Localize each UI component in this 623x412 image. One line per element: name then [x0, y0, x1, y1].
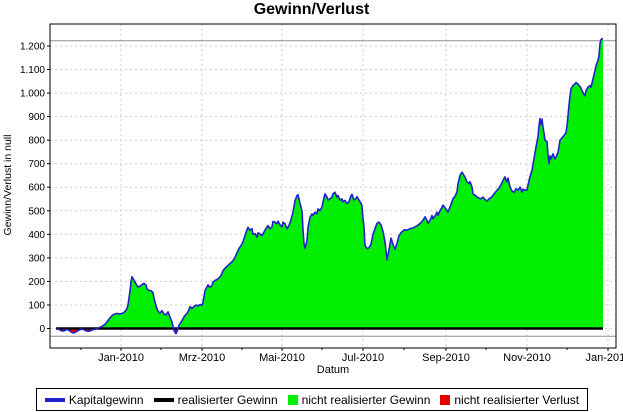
- unrealized-gain-area: [57, 38, 603, 329]
- x-tick-label: Mrz-2010: [179, 352, 225, 364]
- x-tick-label: Jan-2010: [98, 352, 144, 364]
- chart-title: Gewinn/Verlust: [253, 1, 370, 18]
- y-tick-label: 200: [28, 277, 45, 288]
- legend: Kapitalgewinn realisierter Gewinn nicht …: [36, 388, 588, 411]
- x-tick-label: Mai-2010: [259, 352, 305, 364]
- x-tick-label: Nov-2010: [503, 352, 551, 364]
- realized-gain-line-swatch: [153, 397, 174, 402]
- y-axis-title: Gewinn/Verlust in null: [2, 134, 14, 236]
- capital-gain-line-swatch: [44, 397, 65, 402]
- unrealized-loss-square-swatch: [440, 394, 451, 405]
- y-tick-label: 1.200: [20, 42, 45, 53]
- x-tick-label: Jul-2010: [342, 352, 384, 364]
- y-tick-label: 1.000: [20, 89, 45, 100]
- legend-label: nicht realisierter Gewinn: [301, 392, 431, 407]
- y-tick-label: 100: [28, 301, 45, 312]
- unrealized-gain-square-swatch: [287, 394, 298, 405]
- y-axis-ticks: 0 100 200 300 400 500 600 700 800 900 1.000 1.100 1.…: [20, 42, 50, 335]
- legend-label: Kapitalgewinn: [68, 392, 144, 407]
- minmax-marker-lines: [50, 40, 616, 337]
- capital-gain-line: [56, 37, 604, 335]
- x-axis-title: Datum: [316, 364, 350, 376]
- y-tick-label: 900: [28, 112, 45, 123]
- legend-item-kapitalgewinn: Kapitalgewinn: [44, 392, 144, 407]
- x-axis-ticks: Jan-2010 Mrz-2010 Mai-2010 Jul-2010 Sep-2010…: [80, 348, 623, 364]
- y-tick-label: 300: [28, 253, 45, 264]
- y-tick-label: 0: [39, 324, 45, 335]
- legend-item-nicht-realisierter-verlust: nicht realisierter Verlust: [440, 393, 579, 407]
- y-tick-label: 500: [28, 206, 45, 217]
- legend-label: nicht realisierter Verlust: [454, 392, 580, 407]
- legend-item-nicht-realisierter-gewinn: nicht realisierter Gewinn: [287, 392, 431, 407]
- plot-border: [49, 23, 617, 349]
- x-tick-label: Sep-2010: [422, 352, 470, 364]
- legend-label: realisierter Gewinn: [177, 392, 278, 407]
- x-tick-label: Jan-2011: [585, 352, 623, 364]
- y-tick-label: 700: [28, 159, 45, 170]
- y-tick-label: 600: [28, 183, 45, 194]
- y-tick-label: 400: [28, 230, 45, 241]
- y-tick-label: 800: [28, 136, 45, 147]
- legend-item-realisierter-gewinn: realisierter Gewinn: [153, 392, 278, 407]
- y-tick-label: 1.100: [20, 65, 45, 76]
